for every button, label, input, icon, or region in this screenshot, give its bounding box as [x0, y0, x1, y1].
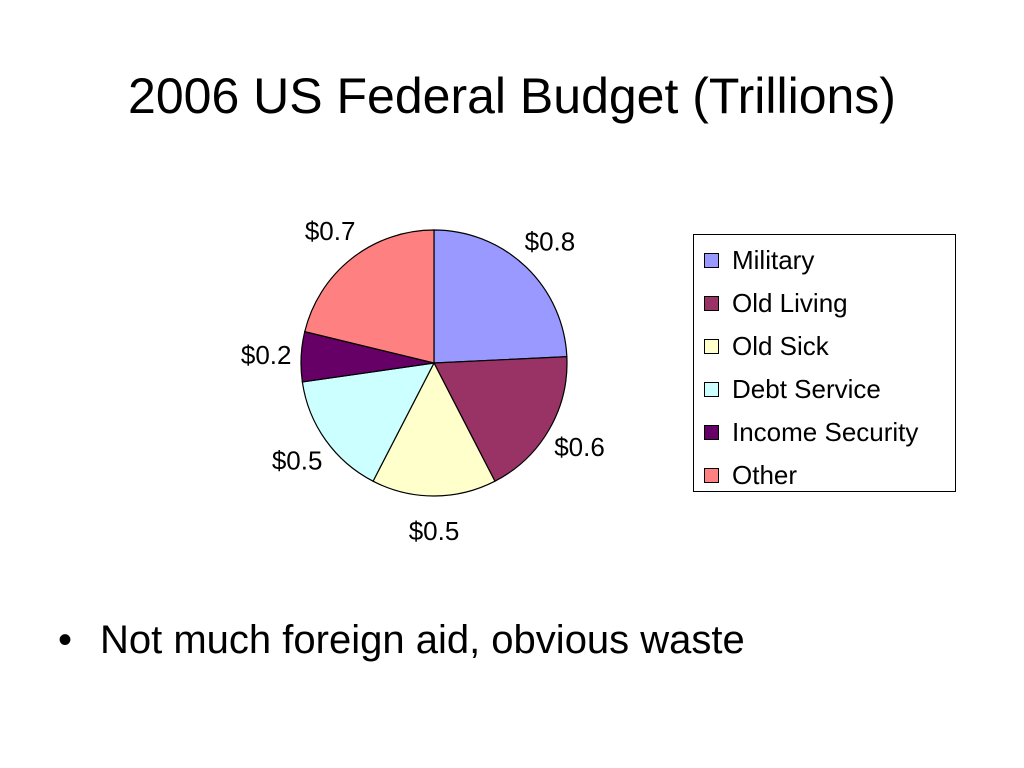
data-label-other: $0.7: [305, 216, 356, 246]
bullet-marker: •: [58, 618, 73, 662]
legend-label: Other: [732, 459, 798, 490]
legend-item-other: Other: [704, 460, 797, 490]
data-label-old-living: $0.6: [554, 432, 605, 462]
data-label-income-security: $0.2: [241, 340, 292, 370]
legend-swatch: [704, 295, 719, 311]
data-label-old-sick: $0.5: [409, 516, 460, 546]
legend-item-old-living: Old Living: [704, 288, 848, 318]
pie-slice-debt-service: [301, 362, 436, 483]
legend-label: Old Sick: [732, 330, 829, 361]
chart-title: 2006 US Federal Budget (Trillions): [128, 68, 896, 124]
legend-swatch: [704, 338, 719, 354]
legend-swatch: [704, 467, 719, 483]
legend-item-debt-service: Debt Service: [704, 374, 881, 404]
pie-slice-old-sick: [372, 361, 496, 497]
pie-slice-military: [433, 229, 568, 364]
data-label-debt-service: $0.5: [272, 445, 323, 475]
pie-slice-old-living: [433, 356, 568, 483]
legend-item-old-sick: Old Sick: [704, 331, 829, 361]
legend-label: Income Security: [732, 416, 919, 447]
legend-label: Debt Service: [732, 373, 881, 404]
legend-label: Old Living: [732, 287, 848, 318]
legend-swatch: [704, 424, 719, 440]
pie-slice-other: [304, 229, 435, 364]
bullet-text: Not much foreign aid, obvious waste: [100, 618, 745, 662]
legend-item-income-security: Income Security: [704, 417, 918, 447]
bullet-list: • Not much foreign aid, obvious waste: [58, 615, 745, 665]
legend-label: Military: [732, 244, 815, 275]
legend-swatch: [704, 252, 719, 268]
data-label-military: $0.8: [525, 226, 576, 256]
legend-item-military: Military: [704, 245, 814, 275]
chart-legend: Military Old Living Old Sick Debt Service In…: [693, 234, 956, 492]
legend-swatch: [704, 381, 719, 397]
